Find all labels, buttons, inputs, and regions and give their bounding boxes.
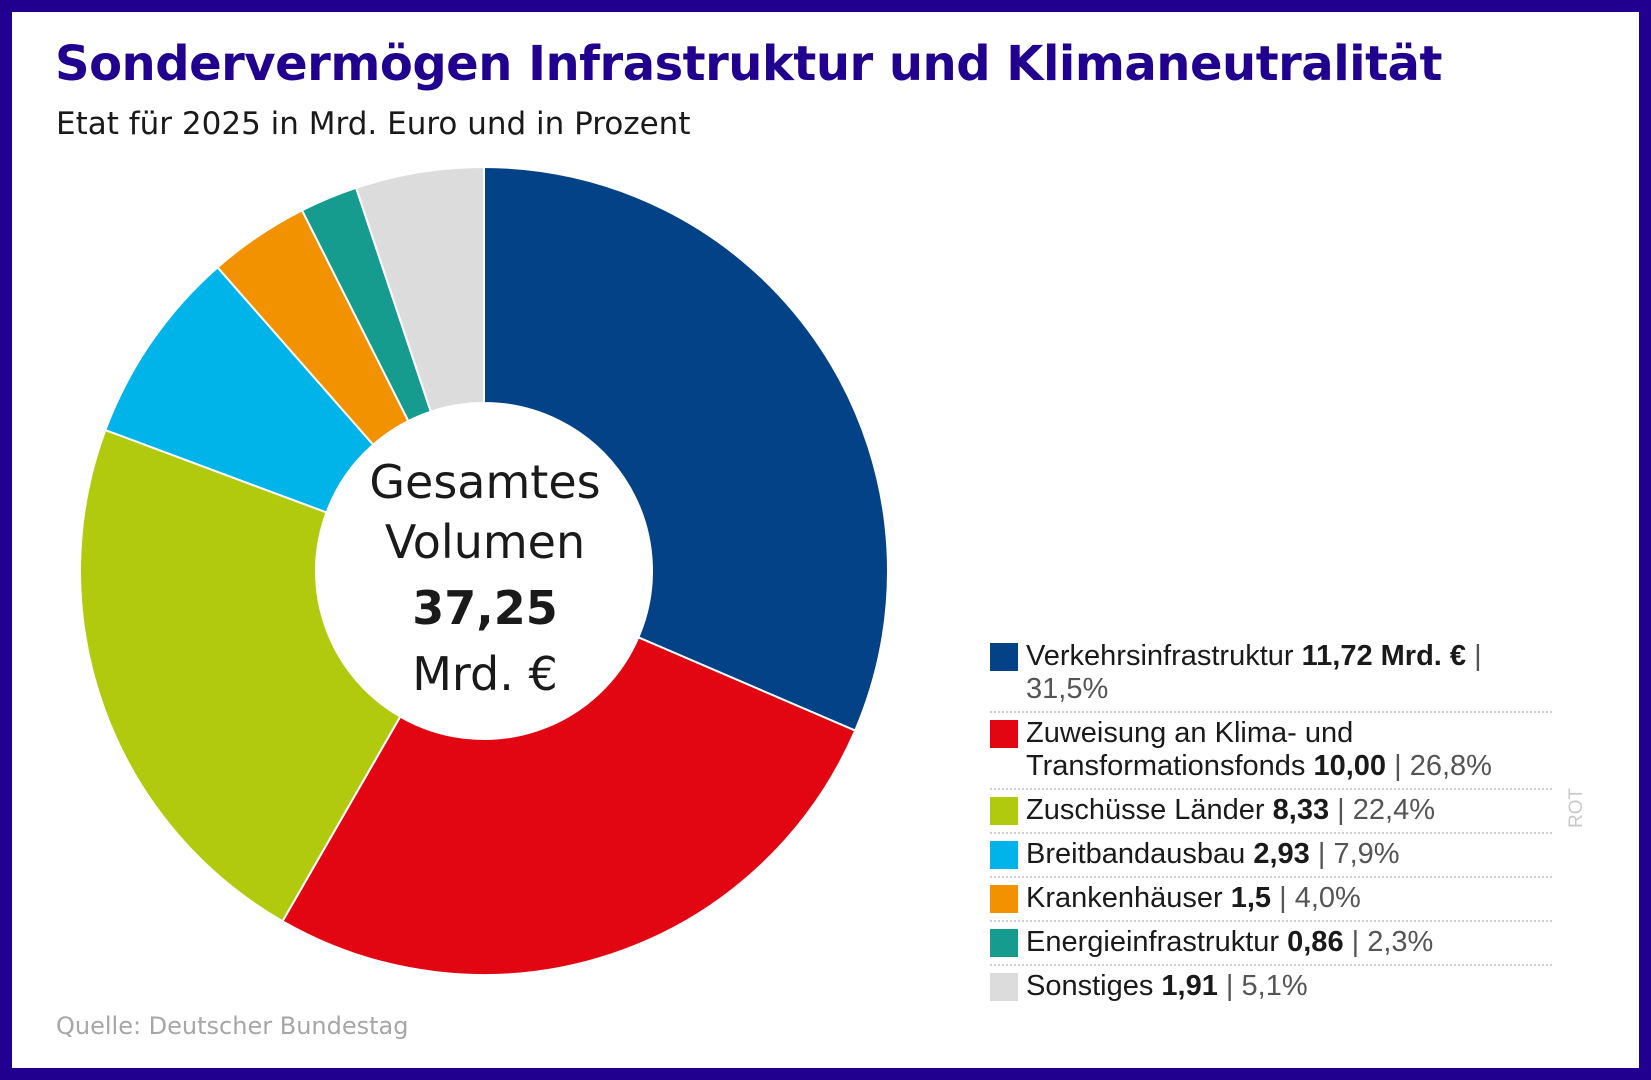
center-total-unit: Mrd. € xyxy=(412,647,558,701)
legend-value: 11,72 Mrd. € xyxy=(1301,640,1467,672)
legend-swatch xyxy=(990,841,1018,869)
legend-label: Krankenhäuser xyxy=(1026,882,1223,914)
source-note: Quelle: Deutscher Bundestag xyxy=(56,1012,409,1040)
legend-text: Breitbandausbau 2,93 | 7,9% xyxy=(1026,838,1552,871)
legend-separator: | xyxy=(1271,882,1295,914)
legend-label: Zuweisung an Klima- und xyxy=(1026,717,1354,749)
legend-label: Sonstiges xyxy=(1026,970,1154,1002)
legend-separator: | xyxy=(1309,838,1334,870)
legend-percent: 7,9% xyxy=(1333,838,1400,870)
donut-slice-0 xyxy=(483,165,889,732)
credit-label: ROT xyxy=(1566,787,1587,828)
chart-subtitle: Etat für 2025 in Mrd. Euro und in Prozen… xyxy=(56,106,691,142)
chart-legend: Verkehrsinfrastruktur 11,72 Mrd. € | 31,… xyxy=(990,636,1552,1008)
legend-value: 0,86 xyxy=(1287,926,1344,958)
legend-percent: 22,4% xyxy=(1352,794,1435,826)
legend-item: Breitbandausbau 2,93 | 7,9% xyxy=(990,834,1552,878)
legend-label: Breitbandausbau xyxy=(1026,838,1246,870)
legend-text: Zuschüsse Länder 8,33 | 22,4% xyxy=(1026,794,1552,827)
legend-value: 1,5 xyxy=(1230,882,1272,914)
legend-text: Sonstiges 1,91 | 5,1% xyxy=(1026,970,1552,1003)
legend-text: Krankenhäuser 1,5 | 4,0% xyxy=(1026,882,1552,915)
donut-slice-1 xyxy=(281,636,857,976)
legend-separator: | xyxy=(1466,640,1482,672)
legend-percent: 31,5% xyxy=(1026,673,1109,705)
legend-swatch xyxy=(990,885,1018,913)
donut-slice-6 xyxy=(354,165,485,413)
legend-separator: | xyxy=(1329,794,1353,826)
legend-separator: | xyxy=(1386,750,1410,782)
legend-percent: 5,1% xyxy=(1241,970,1308,1002)
legend-swatch xyxy=(990,797,1018,825)
legend-swatch xyxy=(990,973,1018,1001)
legend-swatch xyxy=(990,720,1018,748)
legend-label: Energieinfrastruktur xyxy=(1026,926,1280,958)
legend-item: Energieinfrastruktur 0,86 | 2,3% xyxy=(990,922,1552,966)
center-label-line1: Gesamtes xyxy=(369,455,601,509)
legend-label: Zuschüsse Länder xyxy=(1026,794,1265,826)
legend-item: Sonstiges 1,91 | 5,1% xyxy=(990,966,1552,1008)
legend-percent: 26,8% xyxy=(1409,750,1492,782)
legend-separator: | xyxy=(1343,926,1368,958)
legend-value: 2,93 xyxy=(1253,838,1310,870)
chart-title: Sondervermögen Infrastruktur und Klimane… xyxy=(55,36,1442,92)
legend-item: Verkehrsinfrastruktur 11,72 Mrd. € | 31,… xyxy=(990,636,1552,713)
legend-text: Zuweisung an Klima- und Transformationsfo… xyxy=(1026,717,1552,783)
legend-item: Krankenhäuser 1,5 | 4,0% xyxy=(990,878,1552,922)
legend-label-line2: Transformationsfonds xyxy=(1026,750,1306,782)
legend-value: 1,91 xyxy=(1161,970,1218,1002)
legend-item: Zuschüsse Länder 8,33 | 22,4% xyxy=(990,790,1552,834)
center-total-value: 37,25 xyxy=(412,581,558,635)
legend-value: 8,33 xyxy=(1272,794,1330,826)
legend-swatch xyxy=(990,929,1018,957)
center-label: Gesamtes Volumen 37,25 Mrd. € xyxy=(330,452,640,704)
donut-slice-2 xyxy=(79,428,402,923)
legend-label: Verkehrsinfrastruktur xyxy=(1026,640,1294,672)
legend-swatch xyxy=(990,643,1018,671)
legend-percent: 4,0% xyxy=(1294,882,1361,914)
center-label-line2: Volumen xyxy=(384,515,586,569)
legend-value: 10,00 xyxy=(1313,750,1387,782)
legend-item: Zuweisung an Klima- und Transformationsfo… xyxy=(990,713,1552,790)
legend-text: Verkehrsinfrastruktur 11,72 Mrd. € | 31,… xyxy=(1026,640,1552,706)
legend-percent: 2,3% xyxy=(1367,926,1434,958)
legend-separator: | xyxy=(1217,970,1242,1002)
legend-text: Energieinfrastruktur 0,86 | 2,3% xyxy=(1026,926,1552,959)
